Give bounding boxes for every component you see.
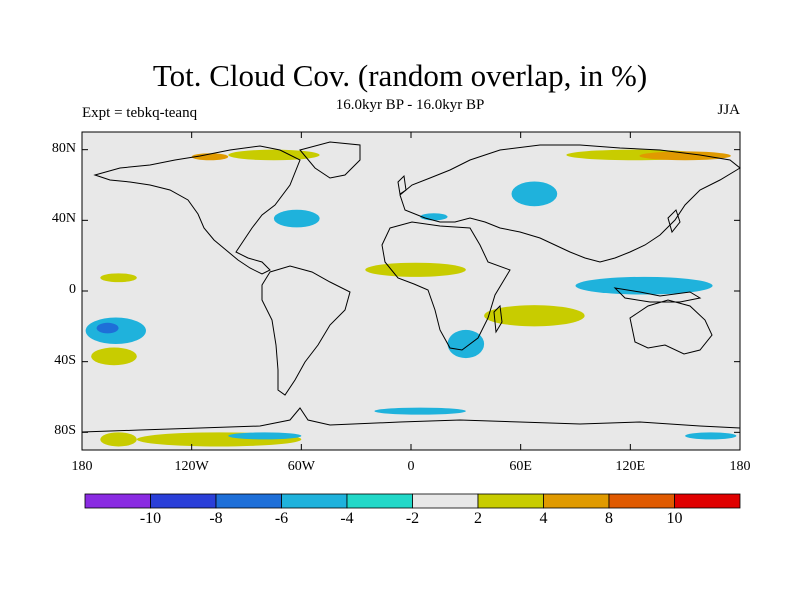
colorbar-bin xyxy=(543,493,610,509)
anomaly-region-negative xyxy=(685,432,737,440)
colorbar-label: 8 xyxy=(605,510,613,527)
coastline-indonesia xyxy=(613,287,702,303)
x-tick-label: 180 xyxy=(729,459,751,474)
plot-title: Tot. Cloud Cov. (random overlap, in %) xyxy=(152,58,648,93)
coastline-australia xyxy=(629,299,713,355)
colorbar-label: -6 xyxy=(274,510,289,527)
coastline-british-isles xyxy=(397,174,407,195)
season-label: JJA xyxy=(717,102,740,118)
coastline-eurasia xyxy=(399,144,741,263)
anomaly-region-negative xyxy=(447,329,485,359)
anomaly-region-negative xyxy=(374,407,466,415)
anomaly-region-negative xyxy=(575,276,713,295)
colorbar-bin xyxy=(477,493,544,509)
colorbar-label: -10 xyxy=(139,510,162,527)
coastline-south-america xyxy=(261,265,351,396)
coastline-greenland xyxy=(299,141,361,179)
anomaly-region-positive xyxy=(639,151,731,161)
anomaly-region-negative xyxy=(511,181,558,207)
coastline-antarctica xyxy=(81,407,741,433)
coastline-japan xyxy=(667,209,681,234)
colorbar-label: -4 xyxy=(340,510,354,527)
colorbar xyxy=(84,493,741,509)
colorbar-bin xyxy=(346,493,413,509)
colorbar-label: 4 xyxy=(539,510,548,527)
y-tick-label: 80S xyxy=(54,423,76,439)
experiment-label: Expt = tebkq-teanq xyxy=(82,105,198,121)
y-tick-marks xyxy=(82,149,740,433)
x-tick-label: 180 xyxy=(71,459,93,474)
x-tick-label: 0 xyxy=(407,459,415,474)
y-tick-label: 40N xyxy=(51,211,76,227)
anomaly-region-positive xyxy=(228,149,320,161)
coastline-north-america xyxy=(93,145,301,275)
coastline-layer xyxy=(81,141,741,433)
colorbar-bin xyxy=(84,493,151,509)
anomaly-region-negative xyxy=(96,322,119,334)
y-tick-label: 40S xyxy=(54,352,76,368)
anomaly-region-positive xyxy=(484,305,585,327)
colorbar-bin xyxy=(215,493,282,509)
x-tick-marks xyxy=(81,132,741,450)
plot-subtitle: 16.0kyr BP - 16.0kyr BP xyxy=(335,97,485,113)
y-tick-label: 80N xyxy=(51,140,76,156)
anomaly-region-negative xyxy=(228,432,302,440)
colorbar-bin xyxy=(608,493,675,509)
x-tick-label: 120W xyxy=(174,459,209,474)
colorbar-label: -8 xyxy=(209,510,223,527)
anomaly-region-positive xyxy=(100,273,137,283)
anomaly-region-positive xyxy=(91,347,137,366)
colorbar-bin xyxy=(150,493,217,509)
colorbar-label: 10 xyxy=(666,510,683,527)
colorbar-label: 2 xyxy=(474,510,482,527)
x-tick-label: 120E xyxy=(615,459,646,474)
x-tick-label: 60W xyxy=(287,459,315,474)
anomaly-region-negative xyxy=(420,213,448,221)
coastline-africa xyxy=(381,221,511,351)
colorbar-bin xyxy=(674,493,741,509)
colorbar-bin xyxy=(412,493,479,509)
y-tick-label: 0 xyxy=(69,282,76,297)
coastline-madagascar xyxy=(493,304,503,334)
anomaly-region-positive xyxy=(365,262,466,277)
x-tick-label: 60E xyxy=(509,459,532,474)
anomaly-region-negative xyxy=(273,209,320,228)
colorbar-label: -2 xyxy=(405,510,420,527)
colorbar-bin xyxy=(281,493,348,509)
anomaly-region-positive xyxy=(100,432,137,447)
anomaly-layer xyxy=(85,149,737,447)
anomaly-region-positive xyxy=(191,153,229,161)
